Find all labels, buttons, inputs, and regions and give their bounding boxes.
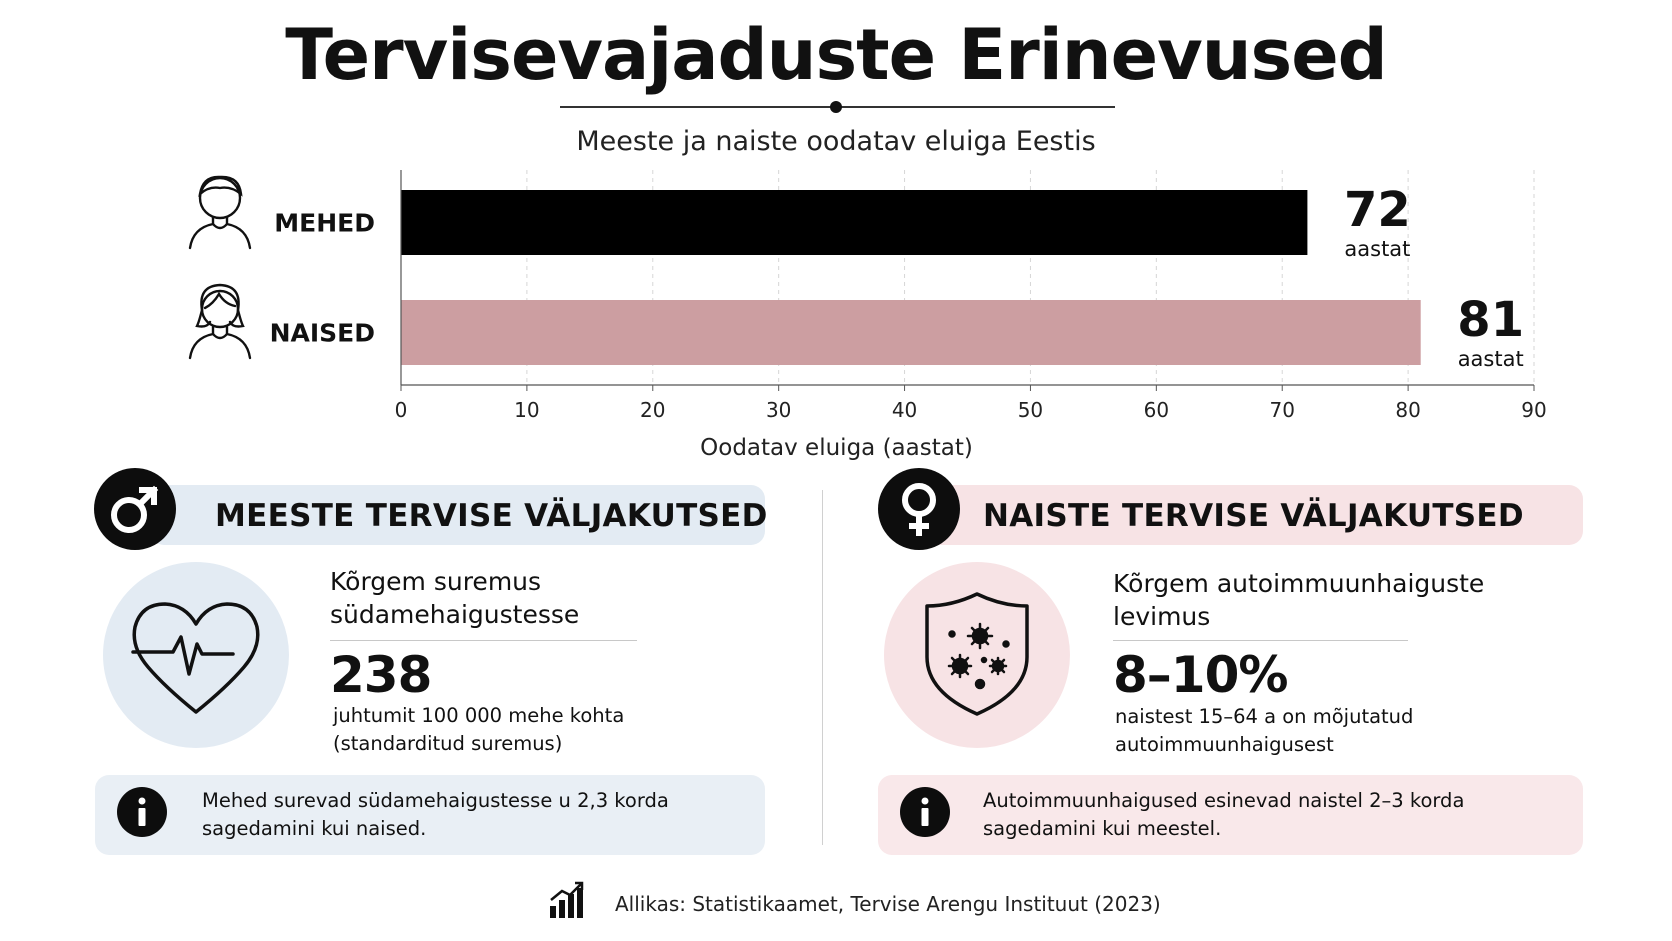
male-person-icon (188, 175, 252, 250)
women-info-text: Autoimmuunhaigused esinevad naistel 2–3 … (983, 789, 1465, 840)
x-tick-label: 30 (766, 398, 791, 422)
life-expectancy-chart: 0 10 20 30 40 50 60 70 80 90 Oodatav eluiga (aasta… (188, 170, 1547, 460)
data-label: 72 (1344, 182, 1411, 238)
x-tick-label: 60 (1144, 398, 1169, 422)
data-label-unit: aastat (1458, 347, 1524, 371)
x-tick-label: 0 (395, 398, 408, 422)
women-stat-divider (1113, 640, 1408, 641)
men-info-box (95, 775, 765, 855)
female-symbol-icon (902, 483, 936, 536)
x-tick-label: 50 (1018, 398, 1043, 422)
source-caption: Allikas: Statistikaamet, Tervise Arengu … (615, 892, 1161, 916)
women-stat-description: naistest 15–64 a on mõjutatud autoimmuun… (1115, 705, 1414, 756)
women-banner-title: NAISTE TERVISE VÄLJAKUTSED (983, 498, 1524, 534)
page-title: Tervisevajaduste Erinevused (285, 14, 1388, 96)
women-stat-title: Kõrgem autoimmuunhaiguste levimus (1113, 569, 1485, 631)
female-person-icon (188, 283, 252, 360)
chart-subtitle: Meeste ja naiste oodatav eluiga Eestis (576, 126, 1096, 157)
info-icon (900, 787, 950, 837)
women-stat-circle (884, 562, 1070, 748)
bar-naised (401, 300, 1421, 365)
info-icon (117, 787, 167, 837)
x-tick-label: 10 (514, 398, 539, 422)
x-axis-label: Oodatav eluiga (aastat) (700, 435, 973, 460)
x-tick-label: 40 (892, 398, 917, 422)
men-info-text: Mehed surevad südamehaigustesse u 2,3 ko… (202, 789, 669, 840)
x-tick-label: 80 (1395, 398, 1420, 422)
category-label: NAISED (270, 319, 375, 348)
men-banner-title: MEESTE TERVISE VÄLJAKUTSED (215, 498, 768, 534)
category-label: MEHED (274, 209, 375, 238)
x-tick-label: 20 (640, 398, 665, 422)
bar-chart-trend-icon (550, 881, 584, 918)
x-tick-label: 70 (1269, 398, 1294, 422)
data-label: 81 (1457, 292, 1524, 348)
men-stat-description: juhtumit 100 000 mehe kohta (standarditu… (333, 704, 625, 755)
women-symbol-badge (878, 468, 960, 550)
x-tick-label: 90 (1521, 398, 1546, 422)
male-symbol-icon (111, 485, 159, 533)
panel-divider (822, 490, 823, 845)
women-info-box (878, 775, 1583, 855)
shield-virus-icon (925, 592, 1029, 716)
men-banner (150, 485, 765, 545)
x-axis: 0 10 20 30 40 50 60 70 80 90 Oodatav eluiga (aasta… (395, 170, 1547, 460)
women-banner (895, 485, 1583, 545)
men-stat-title: Kõrgem suremus südamehaigustesse (330, 567, 580, 629)
men-stat-value: 238 (330, 646, 432, 704)
title-divider-dot (830, 101, 842, 113)
data-label-unit: aastat (1344, 237, 1410, 261)
men-symbol-badge (94, 468, 176, 550)
heart-pulse-icon (131, 602, 260, 714)
men-stat-divider (330, 640, 637, 641)
bar-mehed (401, 190, 1308, 255)
men-stat-circle (103, 562, 289, 748)
chart-bars (401, 190, 1421, 365)
women-stat-value: 8–10% (1113, 646, 1288, 704)
